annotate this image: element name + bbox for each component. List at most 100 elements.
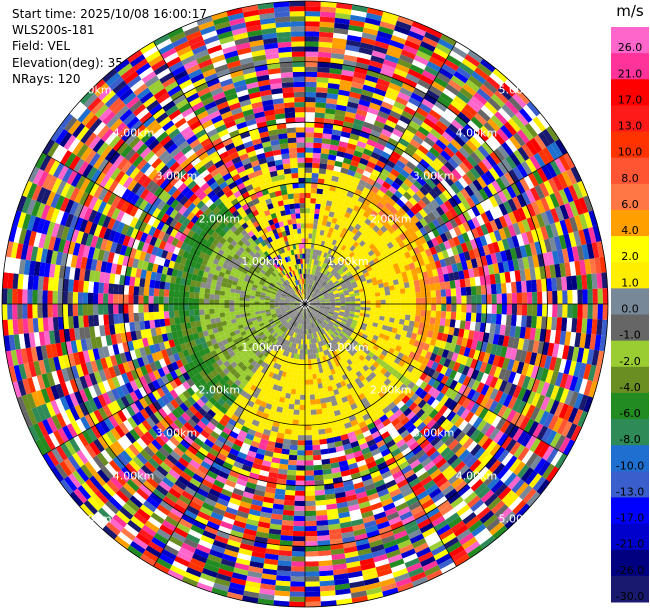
ppi-gate — [558, 437, 571, 453]
ppi-gate — [379, 402, 388, 411]
ppi-gate — [318, 428, 326, 435]
ppi-gate — [363, 79, 377, 88]
ppi-gate — [348, 164, 358, 172]
ppi-gate — [212, 582, 230, 592]
ppi-gate — [328, 452, 338, 459]
ppi-gate — [365, 194, 374, 203]
ppi-gate — [222, 338, 229, 346]
ppi-gate — [324, 276, 329, 282]
ppi-gate — [470, 479, 484, 492]
ppi-gate — [329, 144, 339, 151]
ppi-gate — [521, 143, 534, 159]
ppi-gate — [361, 378, 369, 386]
ppi-gate — [387, 366, 395, 374]
ppi-gate — [247, 428, 257, 436]
ppi-gate — [521, 375, 531, 390]
ppi-gate — [501, 238, 510, 251]
ppi-gate — [329, 283, 335, 288]
ppi-gate — [278, 463, 289, 470]
ppi-gate — [561, 248, 570, 263]
ppi-gate — [299, 313, 302, 319]
ppi-gate — [438, 192, 448, 204]
ppi-gate — [437, 429, 448, 440]
ppi-gate — [443, 175, 455, 187]
ppi-gate — [156, 350, 164, 361]
ppi-gate — [386, 241, 394, 249]
ppi-gate — [250, 345, 257, 352]
ppi-gate — [87, 496, 102, 512]
ppi-gate — [242, 533, 256, 542]
ppi-gate — [151, 536, 167, 549]
ppi-gate — [356, 108, 368, 117]
ppi-gate — [366, 439, 377, 447]
ppi-gate — [422, 182, 433, 193]
ppi-gate — [330, 334, 336, 340]
ppi-gate — [147, 442, 159, 454]
ppi-gate — [317, 423, 325, 430]
ppi-gate — [227, 586, 245, 596]
ppi-gate — [346, 394, 354, 401]
ppi-gate — [115, 386, 125, 398]
ppi-gate — [457, 484, 471, 497]
ppi-gate — [274, 442, 283, 449]
ppi-gate — [330, 233, 336, 240]
ppi-gate — [200, 534, 215, 545]
ppi-gate — [318, 433, 327, 440]
ppi-gate — [411, 115, 424, 127]
ppi-gate — [281, 407, 289, 414]
ppi-gate — [262, 328, 269, 334]
ppi-gate — [325, 236, 331, 243]
ppi-gate — [362, 84, 376, 93]
ppi-gate — [342, 259, 348, 265]
ppi-gate — [254, 489, 266, 497]
ppi-gate — [370, 544, 385, 553]
ppi-gate — [379, 311, 386, 317]
ppi-gate — [327, 323, 333, 328]
ppi-gate — [310, 414, 318, 420]
ppi-gate — [144, 461, 157, 473]
ppi-gate — [398, 283, 405, 289]
ppi-gate — [147, 516, 162, 529]
ppi-gate — [576, 245, 585, 261]
ppi-gate — [305, 268, 307, 274]
ppi-gate — [506, 293, 513, 304]
ppi-gate — [214, 535, 229, 545]
ppi-gate — [381, 277, 388, 284]
ppi-gate — [286, 346, 291, 352]
ppi-gate — [201, 478, 214, 489]
ppi-gate — [264, 553, 279, 561]
ppi-gate — [324, 118, 335, 125]
ppi-gate — [361, 249, 368, 257]
ppi-gate — [82, 430, 94, 445]
ppi-gate — [103, 368, 112, 380]
ppi-gate — [350, 513, 363, 522]
ppi-gate — [331, 277, 337, 282]
ppi-gate — [359, 256, 367, 263]
ppi-gate — [313, 459, 322, 466]
ppi-gate — [384, 312, 391, 318]
ppi-gate — [337, 242, 344, 249]
ppi-gate — [305, 571, 320, 577]
ppi-gate — [255, 326, 262, 332]
ppi-gate — [468, 182, 479, 194]
ppi-gate — [245, 416, 254, 424]
ppi-gate — [348, 398, 356, 406]
ppi-gate — [465, 139, 478, 152]
ppi-gate — [355, 323, 362, 329]
ppi-gate — [453, 382, 463, 393]
ppi-gate — [312, 327, 316, 333]
ppi-gate — [374, 288, 380, 293]
ppi-gate — [50, 399, 61, 415]
ppi-gate — [250, 504, 262, 512]
ppi-gate — [64, 394, 75, 409]
ppi-gate — [309, 301, 315, 304]
ppi-gate — [399, 335, 406, 342]
ppi-gate — [284, 322, 290, 328]
ppi-gate — [138, 397, 149, 409]
ppi-gate — [341, 374, 348, 381]
ppi-gate — [512, 398, 522, 412]
ppi-gate — [411, 481, 424, 493]
ppi-gate — [400, 182, 410, 192]
ppi-gate — [586, 273, 593, 290]
ppi-gate — [352, 76, 366, 85]
